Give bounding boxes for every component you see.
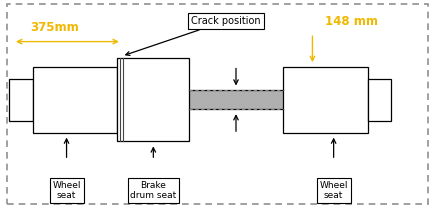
Bar [282,67,367,133]
Bar [117,58,189,141]
Bar [9,90,391,109]
Bar [9,79,33,121]
Text: Brake
drum seat: Brake drum seat [130,181,176,200]
Text: 375mm: 375mm [30,21,79,34]
Text: Wheel
seat: Wheel seat [52,181,81,200]
Text: Wheel
seat: Wheel seat [319,181,347,200]
Text: 148 mm: 148 mm [325,15,378,28]
Bar [367,79,391,121]
Text: Crack position: Crack position [125,16,260,55]
Bar [33,67,117,133]
